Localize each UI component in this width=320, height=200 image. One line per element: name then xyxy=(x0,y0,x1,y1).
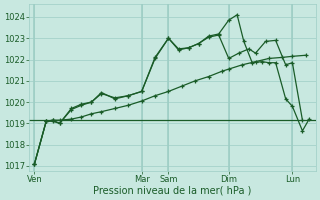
X-axis label: Pression niveau de la mer( hPa ): Pression niveau de la mer( hPa ) xyxy=(93,186,252,196)
